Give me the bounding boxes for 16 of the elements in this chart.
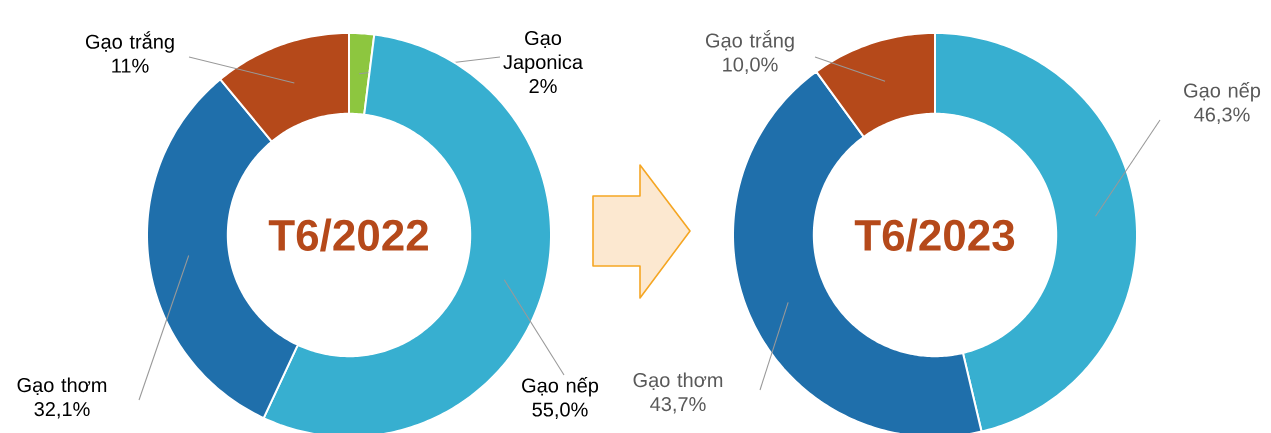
- slice-label: Gạo trắng: [705, 30, 794, 52]
- data-label: 11%: [112, 58, 149, 73]
- text: T6/2023: [854, 218, 1015, 252]
- data-label: 2%: [529, 78, 557, 94]
- slice-label: Gạo nếp: [522, 377, 599, 397]
- data-label: 55,0%: [532, 402, 588, 419]
- slice-label: Gạo thơm: [17, 377, 107, 395]
- data-label: 43,7%: [650, 397, 706, 414]
- slice-label: Gạo trắng: [85, 31, 174, 53]
- data-label: 46,3%: [1194, 107, 1250, 124]
- slice-label: Gạo Japonica: [503, 30, 584, 74]
- text: T6/2022: [268, 218, 428, 252]
- data-label: 32,1%: [34, 402, 90, 419]
- data-label: 10,0%: [723, 57, 778, 74]
- slice-label: Gạo nếp: [1184, 82, 1261, 102]
- slice-label: Gạo thơm: [633, 372, 723, 390]
